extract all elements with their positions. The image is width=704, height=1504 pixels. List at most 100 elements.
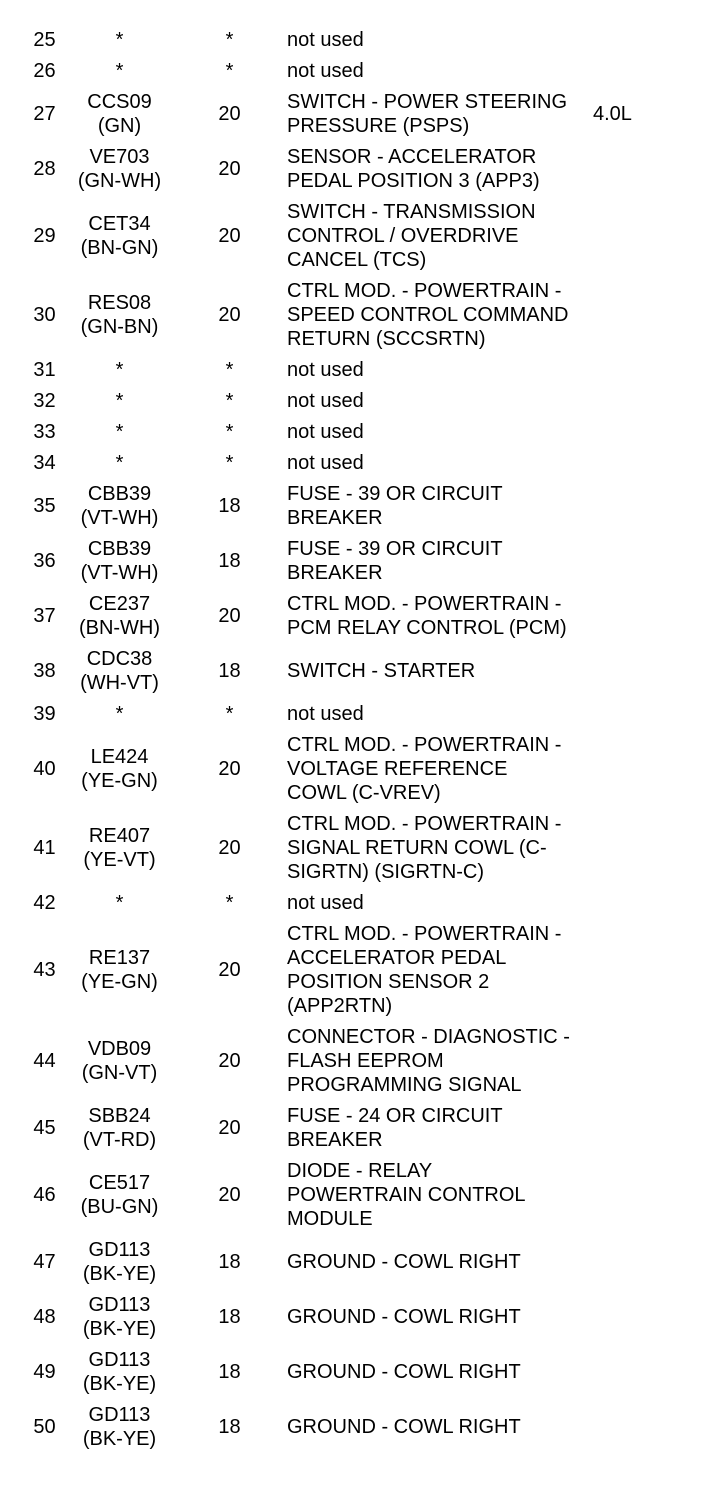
wire-color-code: (GN-BN) xyxy=(80,316,159,338)
circuit-description: SWITCH - POWER STEERING PRESSURE (PSPS) xyxy=(287,91,567,137)
circuit-description: CTRL MOD. - POWERTRAIN - ACCELERATOR PED… xyxy=(287,923,562,1017)
pin-number: 31 xyxy=(33,359,56,381)
circuit-description: CONNECTOR - DIAGNOSTIC - FLASH EEPROM PR… xyxy=(287,1026,570,1096)
circuit-code: RE407 xyxy=(88,825,151,847)
circuit-description: DIODE - RELAY POWERTRAIN CONTROL MODULE xyxy=(287,1160,526,1230)
circuit-description: GROUND - COWL RIGHT xyxy=(287,1361,521,1383)
wire-gauge: 20 xyxy=(218,1184,241,1206)
pin-number: 48 xyxy=(33,1306,56,1328)
wire-gauge: * xyxy=(225,452,234,474)
circuit-description: CTRL MOD. - POWERTRAIN - PCM RELAY CONTR… xyxy=(287,593,567,639)
circuit-description: CTRL MOD. - POWERTRAIN - VOLTAGE REFEREN… xyxy=(287,734,562,804)
circuit-description: not used xyxy=(287,359,364,381)
wire-color-code: (VT-WH) xyxy=(80,507,159,529)
circuit-code: GD113 xyxy=(88,1404,151,1426)
circuit-code: VDB09 xyxy=(87,1038,152,1060)
wire-gauge: 20 xyxy=(218,758,241,780)
circuit-code: CE237 xyxy=(88,593,151,615)
wire-gauge: 20 xyxy=(218,959,241,981)
circuit-code: * xyxy=(115,892,124,914)
circuit-code: CCS09 xyxy=(87,91,152,113)
circuit-description: GROUND - COWL RIGHT xyxy=(287,1251,521,1273)
pin-number: 47 xyxy=(33,1251,56,1273)
pin-number: 34 xyxy=(33,452,56,474)
table-row: 25 * * not used xyxy=(22,28,704,52)
table-row: 49 GD113 (BK-YE) 18 GROUND - COWL RIGHT xyxy=(22,1348,704,1396)
pin-number: 46 xyxy=(33,1184,56,1206)
circuit-code: GD113 xyxy=(88,1294,151,1316)
table-row: 34 * * not used xyxy=(22,451,704,475)
circuit-cell: RES08 (GN-BN) xyxy=(67,291,172,339)
circuit-code: GD113 xyxy=(88,1239,151,1261)
circuit-cell: * xyxy=(67,702,172,726)
circuit-cell: GD113 (BK-YE) xyxy=(67,1238,172,1286)
wire-gauge: 18 xyxy=(218,1306,241,1328)
wire-color-code: (YE-GN) xyxy=(81,770,158,792)
wire-gauge: 20 xyxy=(218,103,241,125)
circuit-description: FUSE - 39 OR CIRCUIT BREAKER xyxy=(287,538,503,584)
circuit-description: SWITCH - TRANSMISSION CONTROL / OVERDRIV… xyxy=(287,201,536,271)
wire-gauge: 20 xyxy=(218,1117,241,1139)
wire-color-code: (BK-YE) xyxy=(82,1373,157,1395)
table-row: 28 VE703 (GN-WH) 20 SENSOR - ACCELERATOR… xyxy=(22,145,704,193)
pin-number: 36 xyxy=(33,550,56,572)
wire-color-code: (BN-WH) xyxy=(78,617,161,639)
wire-color-code: (GN) xyxy=(97,115,142,137)
wire-gauge: 18 xyxy=(218,550,241,572)
circuit-description: not used xyxy=(287,60,364,82)
pin-number: 28 xyxy=(33,158,56,180)
circuit-code: * xyxy=(115,29,124,51)
pin-number: 33 xyxy=(33,421,56,443)
wire-gauge: * xyxy=(225,421,234,443)
circuit-code: VE703 xyxy=(89,146,150,168)
circuit-cell: * xyxy=(67,420,172,444)
table-row: 30 RES08 (GN-BN) 20 CTRL MOD. - POWERTRA… xyxy=(22,279,704,351)
circuit-code: CDC38 xyxy=(86,648,153,670)
circuit-code: * xyxy=(115,421,124,443)
circuit-cell: CE237 (BN-WH) xyxy=(67,592,172,640)
table-row: 44 VDB09 (GN-VT) 20 CONNECTOR - DIAGNOST… xyxy=(22,1025,704,1097)
circuit-code: RE137 xyxy=(88,947,151,969)
circuit-description: SWITCH - STARTER xyxy=(287,660,476,682)
wire-color-code: (GN-WH) xyxy=(77,170,162,192)
wire-color-code: (BK-YE) xyxy=(82,1263,157,1285)
circuit-cell: CBB39 (VT-WH) xyxy=(67,482,172,530)
circuit-description: not used xyxy=(287,892,364,914)
pin-number: 38 xyxy=(33,660,56,682)
circuit-cell: CET34 (BN-GN) xyxy=(67,212,172,260)
circuit-code: * xyxy=(115,60,124,82)
circuit-description: CTRL MOD. - POWERTRAIN - SPEED CONTROL C… xyxy=(287,280,569,350)
pin-number: 27 xyxy=(33,103,56,125)
circuit-code: * xyxy=(115,703,124,725)
circuit-cell: * xyxy=(67,59,172,83)
wire-color-code: (BK-YE) xyxy=(82,1428,157,1450)
circuit-cell: * xyxy=(67,451,172,475)
table-row: 40 LE424 (YE-GN) 20 CTRL MOD. - POWERTRA… xyxy=(22,733,704,805)
wire-gauge: * xyxy=(225,359,234,381)
wire-color-code: (VT-RD) xyxy=(82,1129,157,1151)
wire-gauge: 18 xyxy=(218,1361,241,1383)
table-row: 42 * * not used xyxy=(22,891,704,915)
circuit-cell: LE424 (YE-GN) xyxy=(67,745,172,793)
wire-color-code: (GN-VT) xyxy=(81,1062,158,1084)
table-row: 36 CBB39 (VT-WH) 18 FUSE - 39 OR CIRCUIT… xyxy=(22,537,704,585)
table-row: 47 GD113 (BK-YE) 18 GROUND - COWL RIGHT xyxy=(22,1238,704,1286)
pinout-table: 25 * * not used 26 * * not used 27 CCS09… xyxy=(22,28,704,1451)
circuit-cell: * xyxy=(67,358,172,382)
circuit-cell: VDB09 (GN-VT) xyxy=(67,1037,172,1085)
pin-number: 40 xyxy=(33,758,56,780)
circuit-cell: CCS09 (GN) xyxy=(67,90,172,138)
wire-color-code: (BK-YE) xyxy=(82,1318,157,1340)
circuit-code: * xyxy=(115,359,124,381)
circuit-code: SBB24 xyxy=(88,1105,151,1127)
circuit-description: FUSE - 39 OR CIRCUIT BREAKER xyxy=(287,483,503,529)
table-row: 48 GD113 (BK-YE) 18 GROUND - COWL RIGHT xyxy=(22,1293,704,1341)
wire-gauge: 20 xyxy=(218,605,241,627)
wire-gauge: * xyxy=(225,60,234,82)
pin-number: 41 xyxy=(33,837,56,859)
wire-gauge: * xyxy=(225,703,234,725)
pin-number: 35 xyxy=(33,495,56,517)
wire-gauge: 18 xyxy=(218,660,241,682)
table-row: 41 RE407 (YE-VT) 20 CTRL MOD. - POWERTRA… xyxy=(22,812,704,884)
